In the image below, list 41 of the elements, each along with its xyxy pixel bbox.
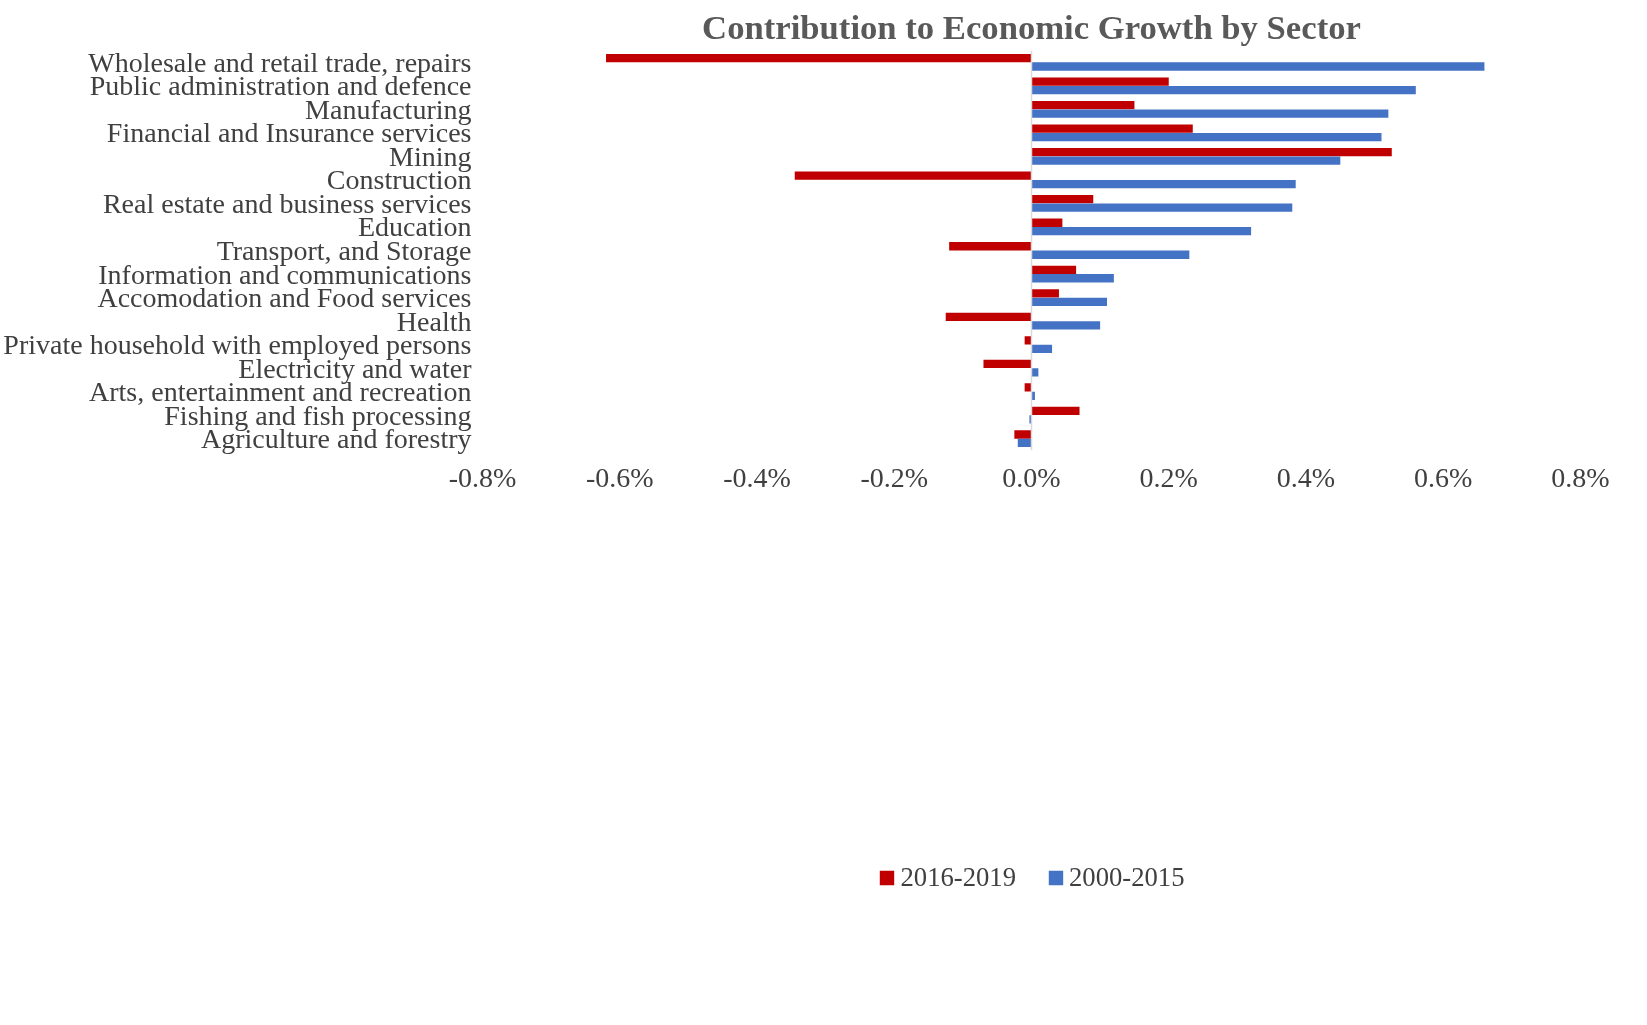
x-tick-label: -0.6% (585, 461, 654, 493)
x-tick-label: -0.2% (860, 461, 929, 493)
bar (1031, 156, 1341, 165)
bar (1031, 132, 1382, 142)
x-tick-label: 0.4% (1276, 461, 1336, 493)
x-tick-label: -0.8% (448, 461, 517, 493)
x-tick-label: -0.4% (723, 461, 791, 493)
bar (1031, 77, 1169, 86)
bar (1031, 180, 1296, 189)
bar (1014, 430, 1032, 439)
x-tick-label: 0.2% (1139, 461, 1198, 493)
bar (1031, 289, 1059, 298)
legend-label: 2000-2015 (1069, 861, 1185, 893)
bar (1031, 250, 1190, 259)
bar (606, 53, 1032, 63)
bar (794, 171, 1032, 180)
bar (1031, 195, 1094, 204)
x-tick-label: 0.6% (1414, 461, 1473, 493)
bar (1031, 218, 1063, 227)
bar (1031, 124, 1193, 133)
bar (983, 359, 1032, 369)
bar (1031, 406, 1080, 416)
x-tick-label: 0.0% (1002, 461, 1061, 493)
bar (1031, 227, 1252, 236)
bar (945, 312, 1032, 321)
bar (949, 242, 1032, 251)
bar (1031, 148, 1392, 157)
bar (1031, 203, 1293, 212)
chart-title: Contribution to Economic Growth by Sector (702, 7, 1361, 46)
bar (1031, 100, 1135, 110)
bar (1031, 85, 1416, 95)
bar (1017, 438, 1032, 448)
bar (1031, 265, 1077, 274)
bar (1031, 321, 1101, 330)
legend-label: 2016-2019 (900, 861, 1016, 893)
bar (1031, 274, 1114, 283)
bar (1031, 62, 1485, 71)
bar (1031, 109, 1389, 118)
x-tick-label: 0.8% (1551, 461, 1610, 493)
bar (1031, 297, 1107, 306)
bar (1031, 344, 1053, 353)
